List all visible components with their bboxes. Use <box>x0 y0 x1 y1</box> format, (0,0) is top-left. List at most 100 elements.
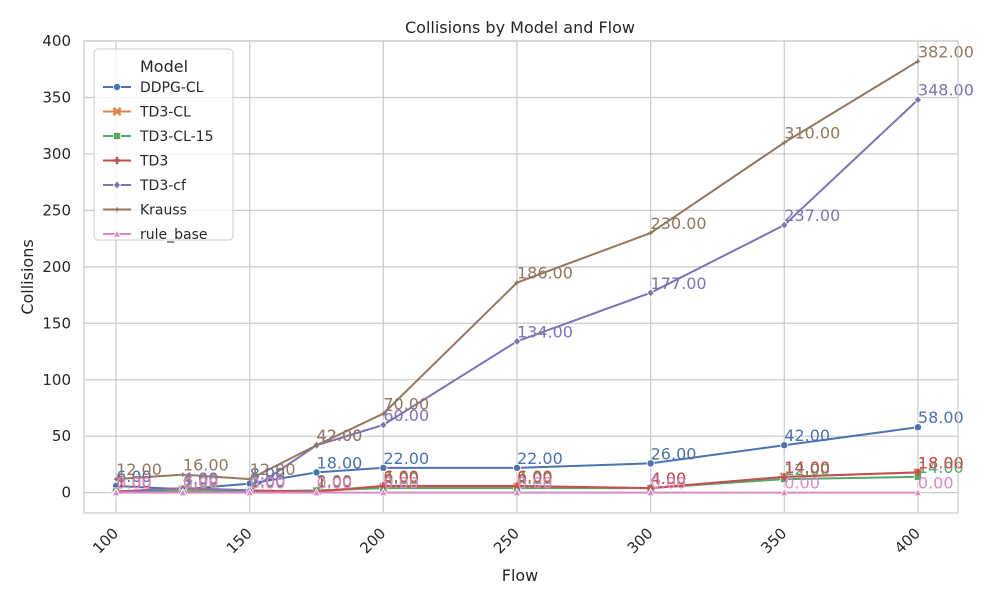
data-label: 1.00 <box>116 473 152 492</box>
data-point <box>246 476 253 483</box>
data-point <box>646 487 655 497</box>
legend-marker <box>112 180 122 190</box>
y-tick-label: 100 <box>42 371 71 389</box>
data-point <box>178 487 188 497</box>
data-point <box>914 468 922 476</box>
y-tick-label: 250 <box>42 201 71 219</box>
data-label: 0.00 <box>317 474 353 493</box>
data-point <box>780 441 789 450</box>
y-tick-label: 50 <box>52 427 71 445</box>
data-point <box>646 288 655 298</box>
data-label: 1.00 <box>250 473 286 492</box>
data-label: 0.00 <box>784 474 820 493</box>
data-label: 22.00 <box>383 449 429 468</box>
data-point <box>512 463 521 472</box>
data-label: 2.00 <box>317 471 353 490</box>
legend-item: Krauss <box>103 203 187 219</box>
data-label: 3.00 <box>183 470 219 489</box>
x-tick-label: 150 <box>223 524 256 557</box>
data-point <box>512 336 522 347</box>
data-label: 18.00 <box>918 453 964 472</box>
data-label: 60.00 <box>383 406 429 425</box>
x-axis-ticks: 100 150 200 250 300 350 400 <box>89 524 924 557</box>
data-label: 26.00 <box>651 444 697 463</box>
data-label: 1.00 <box>317 473 353 492</box>
legend-box <box>93 48 234 241</box>
data-label: 0.00 <box>517 474 553 493</box>
legend-item: TD3 <box>103 154 168 170</box>
y-tick-label: 0 <box>61 484 71 502</box>
data-label: 0.00 <box>383 474 419 493</box>
data-label: 0.00 <box>651 474 687 493</box>
data-label: 4.00 <box>183 469 219 488</box>
data-label: 237.00 <box>784 206 840 225</box>
x-tick-label: 300 <box>624 524 657 557</box>
legend: Model DDPG-CL TD3-CL TD3-CL-15 TD3 TD3-cf Krau… <box>93 48 234 243</box>
data-label: 177.00 <box>651 274 707 293</box>
data-label: 5.00 <box>517 468 553 487</box>
plot-frame <box>83 40 959 514</box>
x-tick-label: 350 <box>757 524 790 557</box>
legend-label: TD3-CL <box>139 105 191 121</box>
data-point <box>913 423 922 432</box>
data-label: 230.00 <box>651 214 707 233</box>
data-point <box>914 58 921 65</box>
data-label: 42.00 <box>317 426 363 445</box>
legend-label: TD3-cf <box>139 178 187 194</box>
data-point <box>379 463 388 472</box>
data-point <box>781 139 788 146</box>
data-label: 4.00 <box>183 469 219 488</box>
legend-label: Krauss <box>140 203 187 219</box>
data-label: 5.00 <box>383 468 419 487</box>
legend-item: rule_base <box>103 227 208 243</box>
data-label: 4.00 <box>517 469 553 488</box>
data-point <box>379 420 388 430</box>
data-point <box>380 410 387 417</box>
y-tick-label: 300 <box>42 145 71 163</box>
data-label: 18.00 <box>317 453 363 472</box>
legend-marker <box>114 206 120 213</box>
data-label: 12.00 <box>250 460 296 479</box>
grid <box>84 40 958 513</box>
y-axis-ticks: 0 50 100 150 200 250 300 350 400 <box>42 32 71 502</box>
data-point <box>312 468 321 477</box>
y-tick-label: 350 <box>42 88 71 106</box>
data-label: 1.00 <box>317 473 353 492</box>
legend-label: TD3 <box>139 154 168 170</box>
data-label: 22.00 <box>517 449 563 468</box>
legend-title: Model <box>140 57 188 76</box>
data-label: 16.00 <box>183 456 229 475</box>
data-point <box>913 95 923 105</box>
data-label: 382.00 <box>918 42 974 61</box>
data-point <box>647 229 654 236</box>
legend-marker <box>113 156 121 165</box>
data-label: 4.00 <box>651 469 687 488</box>
legend-label: rule_base <box>140 227 208 243</box>
data-label: 4.00 <box>651 469 687 488</box>
data-label: 58.00 <box>918 408 964 427</box>
y-tick-label: 150 <box>42 314 71 332</box>
data-label: 134.00 <box>517 322 573 341</box>
data-point <box>913 487 923 497</box>
legend-item: TD3-cf <box>103 178 187 194</box>
x-axis-label: Flow <box>502 566 539 585</box>
data-label: 186.00 <box>517 264 573 283</box>
x-tick-label: 250 <box>490 524 523 557</box>
data-label: 4.00 <box>383 469 419 488</box>
legend-marker <box>112 229 122 238</box>
x-tick-label: 200 <box>356 524 389 557</box>
data-label: 14.00 <box>784 458 830 477</box>
data-point <box>312 487 321 497</box>
data-label: 0.00 <box>116 474 152 493</box>
legend-item: TD3-CL-15 <box>103 129 214 145</box>
data-label: 6.00 <box>116 467 152 486</box>
data-label: 2.00 <box>250 471 286 490</box>
data-label: 14.00 <box>784 458 830 477</box>
data-labels: 6.00 3.00 8.00 18.00 22.00 22.00 26.00 42.00 58.… <box>116 42 974 492</box>
legend-marker <box>112 106 122 117</box>
data-point <box>379 487 388 497</box>
data-label: 6.00 <box>517 467 553 486</box>
data-label: 310.00 <box>784 124 840 143</box>
data-label: 0.00 <box>116 474 152 493</box>
y-tick-label: 200 <box>42 258 71 276</box>
